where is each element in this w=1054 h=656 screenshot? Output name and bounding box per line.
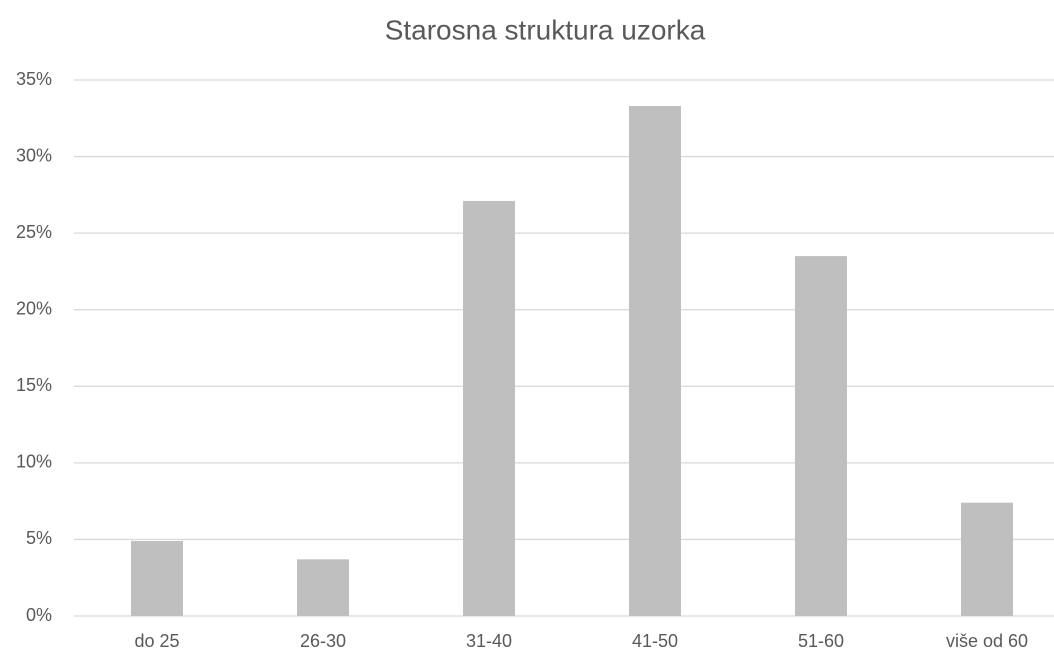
bar — [629, 106, 681, 616]
y-tick-label: 10% — [16, 452, 52, 472]
y-tick-label: 35% — [16, 69, 52, 89]
chart-title: Starosna struktura uzorka — [385, 14, 706, 45]
y-tick-label: 25% — [16, 222, 52, 242]
bar — [463, 200, 515, 617]
y-tick-label: 20% — [16, 298, 52, 318]
bar — [795, 256, 847, 616]
y-tick-label: 0% — [26, 605, 52, 625]
y-tick-label: 5% — [26, 528, 52, 548]
bar — [297, 559, 349, 616]
y-tick-label: 15% — [16, 375, 52, 395]
x-tick-label: 26-30 — [300, 631, 346, 651]
y-tick-label: 30% — [16, 145, 52, 165]
x-tick-label: više od 60 — [946, 631, 1028, 651]
x-tick-label: 31-40 — [466, 631, 512, 651]
x-tick-label: 51-60 — [798, 631, 844, 651]
x-tick-label: 41-50 — [632, 631, 678, 651]
bar — [131, 540, 183, 616]
bar — [961, 502, 1013, 616]
x-tick-label: do 25 — [134, 631, 179, 651]
